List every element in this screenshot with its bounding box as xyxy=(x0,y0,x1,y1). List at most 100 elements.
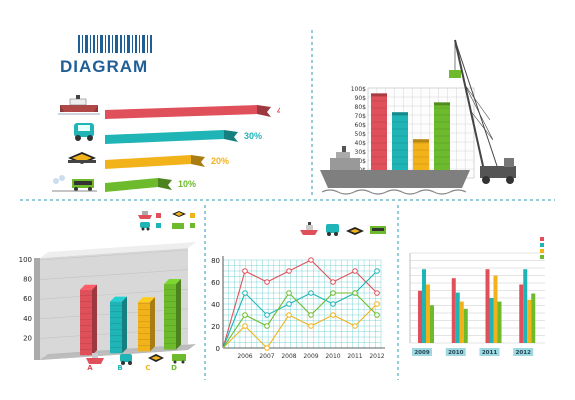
data-point xyxy=(242,312,248,318)
ribbon-bar xyxy=(105,155,191,169)
data-point xyxy=(374,268,380,274)
ribbon-bar xyxy=(105,130,224,144)
truck-icon xyxy=(326,224,339,236)
x-tick-label: 2012 xyxy=(369,353,384,360)
category-label: 2012 xyxy=(516,350,531,356)
ship-icon xyxy=(138,211,152,219)
data-point xyxy=(264,323,270,329)
data-point xyxy=(330,290,336,296)
bar-top xyxy=(138,297,155,303)
ribbon-bar xyxy=(105,105,257,119)
bar xyxy=(430,305,434,343)
bar-side xyxy=(92,284,97,356)
gridline xyxy=(39,249,189,261)
percent-label: 10% xyxy=(178,179,196,189)
x-tick-label: 2006 xyxy=(237,353,252,360)
y-tick-label: 100$ xyxy=(351,86,366,93)
crane-icon xyxy=(449,39,516,184)
legend-swatch xyxy=(540,255,544,259)
y-tick-label: 40 xyxy=(23,315,32,323)
legend-swatch xyxy=(540,249,544,253)
cargo-icon xyxy=(172,211,186,217)
series-line xyxy=(222,303,378,349)
y-tick-label: 20 xyxy=(211,323,220,331)
bar xyxy=(451,278,456,343)
data-point xyxy=(352,290,358,296)
y-tick-label: 50$ xyxy=(355,131,367,138)
bar-side xyxy=(122,296,127,354)
bar xyxy=(519,284,524,343)
data-point xyxy=(286,301,292,307)
bar xyxy=(392,112,408,178)
data-point xyxy=(352,323,358,329)
truck-icon xyxy=(74,123,94,141)
data-point xyxy=(242,268,248,274)
page-title: DIAGRAM xyxy=(60,57,149,76)
percent-label: 30% xyxy=(244,131,262,141)
y-tick-label: 60 xyxy=(23,295,32,303)
bar xyxy=(497,301,502,343)
bar xyxy=(426,284,430,343)
bar xyxy=(527,299,532,343)
y-tick-label: 40$ xyxy=(355,140,367,147)
ribbon-tail xyxy=(224,130,238,142)
bar xyxy=(434,102,450,178)
data-point xyxy=(242,323,248,329)
bar xyxy=(459,301,464,343)
cargo-icon xyxy=(148,354,164,362)
ribbon-tail xyxy=(158,178,172,190)
category-label: 2010 xyxy=(448,350,463,356)
y-tick-label: 80 xyxy=(211,257,220,265)
bar-cap xyxy=(392,112,408,116)
3d-bar-chart: 100 80 60 40 20 A B C D xyxy=(19,211,196,372)
category-label-bg xyxy=(479,348,500,356)
cargo-icon xyxy=(346,227,364,235)
data-point xyxy=(264,345,270,351)
ribbon-bar xyxy=(105,178,158,192)
legend xyxy=(540,237,544,259)
bar xyxy=(371,93,387,178)
data-point xyxy=(264,279,270,285)
x-tick-label: 2009 xyxy=(303,353,318,360)
bar xyxy=(413,139,429,178)
category-label-bg xyxy=(412,348,432,356)
bar xyxy=(422,269,426,343)
ship-icon xyxy=(58,95,100,115)
bar xyxy=(110,301,122,354)
data-point xyxy=(374,301,380,307)
data-point xyxy=(242,290,248,296)
bar xyxy=(463,308,468,343)
bar xyxy=(455,292,460,343)
bar-top xyxy=(80,284,97,290)
data-point xyxy=(330,279,336,285)
x-tick-label: 2007 xyxy=(259,353,274,360)
ship-icon xyxy=(320,146,470,195)
train-icon xyxy=(52,175,97,192)
ribbon-bar-chart: 40% 30% 20% 10% xyxy=(52,95,280,192)
series-line xyxy=(222,292,378,349)
grouped-bar-chart: 2009 2010 2011 2012 xyxy=(409,237,545,356)
y-tick-label: 0 xyxy=(216,345,220,353)
x-tick-label: 2010 xyxy=(325,353,340,360)
data-point xyxy=(352,268,358,274)
data-point xyxy=(308,323,314,329)
bar-top xyxy=(110,296,127,302)
series-line xyxy=(222,259,378,349)
crane-bar-chart: 100$90$80$70$60$50$40$30$20$10$ xyxy=(320,39,516,195)
gridline xyxy=(39,288,189,300)
line-chart: 80 60 40 20 0 2006 2007 2008 2009 2010 2011 2012 xyxy=(211,222,386,360)
gridline xyxy=(39,269,189,280)
y-tick-label: 30$ xyxy=(355,149,367,156)
train-icon xyxy=(172,223,184,229)
bar xyxy=(523,269,528,343)
data-point xyxy=(264,312,270,318)
y-tick-label: 80 xyxy=(23,276,32,284)
data-point xyxy=(330,301,336,307)
y-tick-label: 60 xyxy=(211,279,220,287)
ribbon-tail xyxy=(257,105,271,117)
y-tick-label: 60$ xyxy=(355,122,367,129)
category-label: C xyxy=(145,364,150,372)
data-point xyxy=(330,312,336,318)
